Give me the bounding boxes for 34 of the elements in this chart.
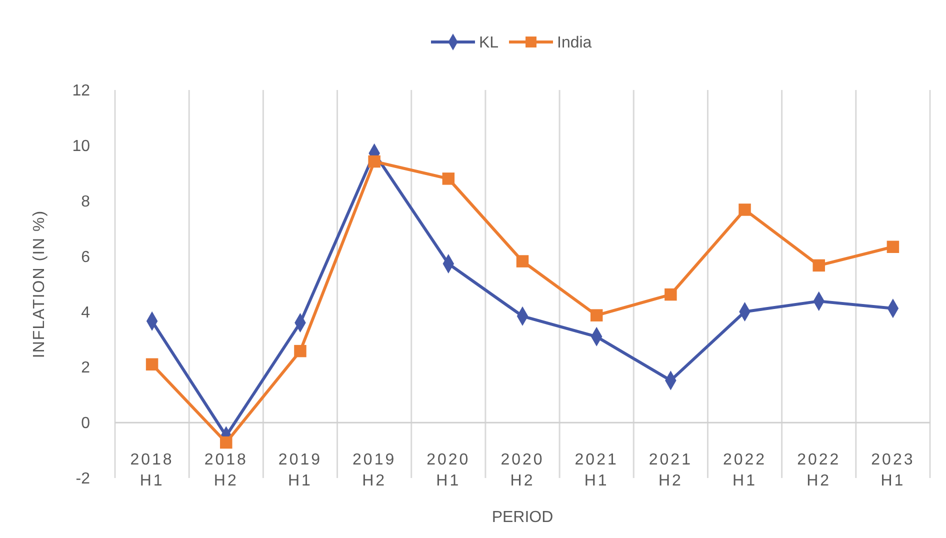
point	[664, 288, 677, 301]
point	[812, 259, 825, 272]
point	[294, 344, 306, 358]
y-tick-label: 8	[81, 193, 90, 210]
point	[368, 155, 380, 168]
legend-label: KL	[479, 34, 499, 52]
x-tick-label: 2022 H1	[722, 452, 767, 490]
x-tick-label: 2020 H2	[500, 452, 544, 490]
x-tick-label: 2019 H2	[352, 452, 396, 490]
x-tick-label: 2021 H1	[574, 452, 618, 490]
y-tick-label: -2	[76, 470, 90, 488]
y-tick-label: 6	[81, 248, 90, 266]
x-tick-label: 2021 H2	[648, 452, 692, 490]
y-tick-label: 0	[81, 415, 90, 432]
x-tick-label: 2023 H1	[871, 452, 915, 490]
y-tick-label: 2	[81, 360, 90, 377]
x-tick-label: 2020 H1	[426, 452, 470, 490]
point	[146, 358, 158, 370]
y-tick-label: 4	[81, 304, 90, 322]
legend-label: India	[557, 34, 592, 52]
point	[442, 172, 455, 185]
point	[590, 309, 603, 322]
point	[516, 255, 529, 268]
y-tick-label: 10	[72, 138, 90, 156]
x-tick-label: 2018 H2	[204, 452, 248, 490]
x-tick-label: 2019 H1	[278, 452, 322, 490]
point	[220, 436, 232, 449]
x-tick-label: 2022 H2	[797, 452, 841, 490]
point	[886, 240, 900, 253]
x-tick-label: 2018 H1	[130, 452, 174, 490]
y-tick-label: 12	[72, 82, 90, 100]
x-axis-title: PERIOD	[492, 509, 554, 526]
y-axis-title: INFLATION (IN %)	[31, 210, 48, 358]
point	[738, 204, 751, 216]
